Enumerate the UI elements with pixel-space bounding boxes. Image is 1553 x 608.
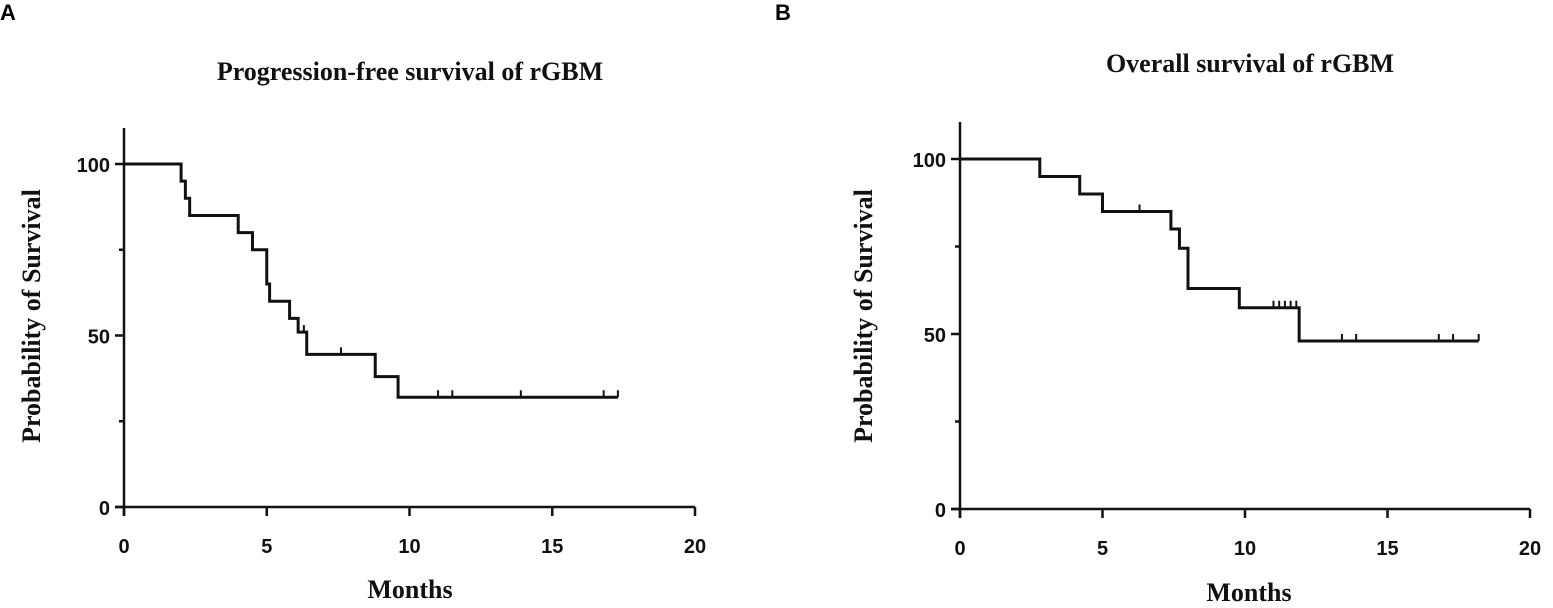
chart-b-xlabel: Months [1206,578,1291,607]
x-tick-label: 15 [541,536,563,558]
y-tick-label: 50 [924,325,946,347]
chart-a-ylabel: Probability of Survival [17,189,46,443]
y-tick-label: 0 [99,498,110,520]
x-tick-label: 20 [684,536,706,558]
chart-a-axes: 0 5 10 15 20 0 50 100 [77,128,706,558]
y-tick-label: 0 [935,500,946,522]
x-tick-label: 0 [118,536,129,558]
x-tick-label: 5 [261,536,272,558]
y-tick-label: 100 [77,155,110,177]
chart-b-title: Overall survival of rGBM [1106,49,1394,78]
x-tick-label: 15 [1376,538,1398,560]
x-tick-label: 5 [1097,538,1108,560]
panel-letter-a: A [0,0,16,25]
y-tick-label: 50 [88,327,110,349]
chart-b-axes: 0 5 10 15 20 0 50 100 [913,122,1541,560]
chart-a: A Progression-free survival of rGBM Mont… [0,0,706,604]
x-tick-label: 10 [398,536,420,558]
survival-curve [960,157,1479,343]
y-tick-label: 100 [913,150,946,172]
survival-curve [124,162,618,399]
x-tick-label: 0 [954,538,965,560]
chart-a-title: Progression-free survival of rGBM [217,57,603,86]
chart-b-plot [960,157,1480,343]
panel-letter-b: B [775,0,791,25]
chart-b-ylabel: Probability of Survival [849,189,878,443]
chart-b: B Overall survival of rGBM Months Probab… [775,0,1541,607]
x-tick-label: 20 [1519,538,1541,560]
chart-a-plot [124,162,619,399]
x-tick-label: 10 [1234,538,1256,560]
chart-a-xlabel: Months [367,575,452,604]
